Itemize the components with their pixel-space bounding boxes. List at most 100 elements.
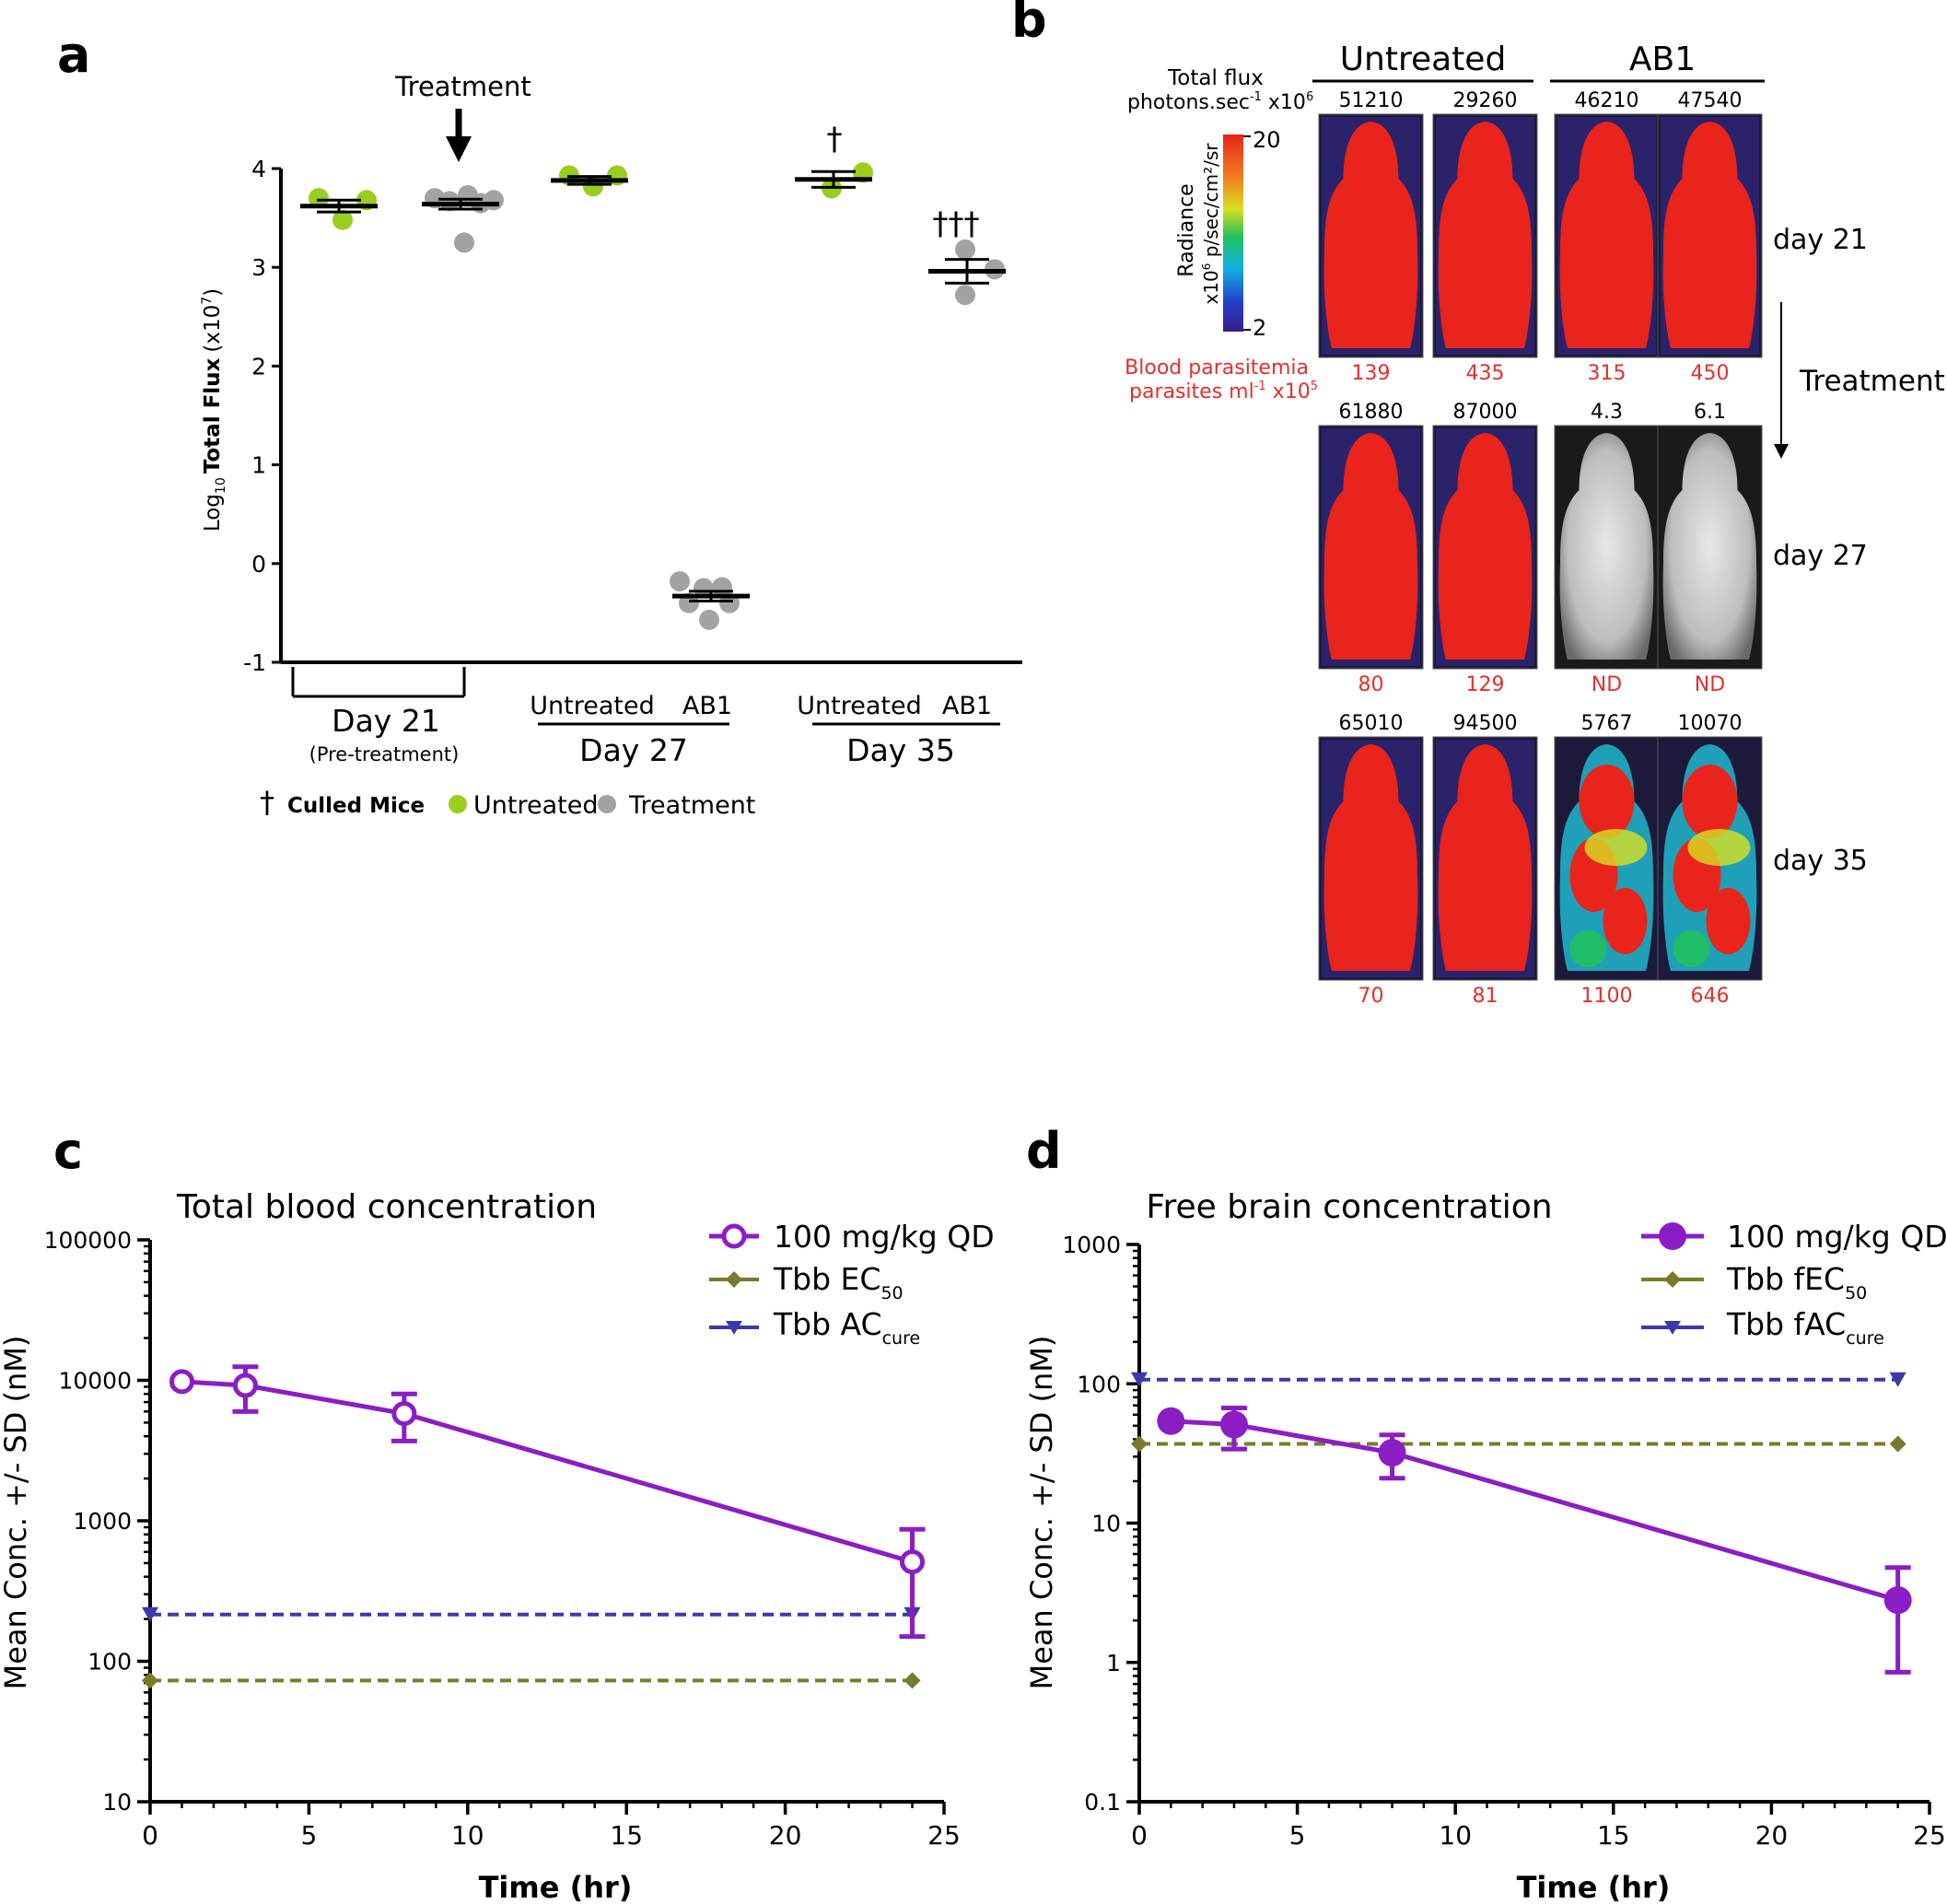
- parasitemia-value: 139: [1352, 362, 1391, 385]
- ec50-marker: [1131, 1435, 1148, 1453]
- panel-a-label: a: [57, 26, 90, 84]
- mouse-signal-saturated: [1662, 122, 1757, 348]
- legend-c-ac: Tbb ACcure: [773, 1306, 920, 1349]
- a-data-point: [484, 190, 504, 211]
- legend-c-main-marker: [721, 1223, 747, 1249]
- flux-value: 51210: [1339, 89, 1404, 112]
- mouse-signal-high: [1579, 765, 1635, 838]
- legend-d-ec-marker: [1664, 1271, 1681, 1288]
- legend-d-ec-text: Tbb fEC: [1726, 1261, 1845, 1297]
- y-tick-label: 100: [1077, 1371, 1121, 1397]
- group-untreated-27: Untreated: [530, 692, 654, 720]
- x-tick-label: 5: [300, 1820, 317, 1851]
- mouse-signal-mid: [1687, 829, 1751, 866]
- flux-value: 87000: [1453, 401, 1518, 424]
- parasitemia-value: 80: [1358, 673, 1384, 696]
- a-data-point: [955, 239, 975, 260]
- flux-value: 4.3: [1591, 401, 1623, 424]
- flux-value: 94500: [1453, 712, 1518, 735]
- radiance-unit-post: p/sec/cm²/sr: [1200, 143, 1222, 263]
- mouse-signal-saturated: [1323, 433, 1418, 660]
- panel-a-axes: -1 0 1 2 3 4: [243, 156, 1022, 676]
- parasitemia-value: 450: [1691, 362, 1730, 385]
- data-point: [1157, 1407, 1185, 1435]
- radiance-unit-exp: 6: [1200, 263, 1213, 271]
- radiance-label: Radiance: [1175, 183, 1198, 276]
- legend-c-ec-sub: 50: [880, 1283, 903, 1303]
- flux-value: 10070: [1678, 712, 1743, 735]
- panel-a-ylabel: Log10 Total Flux (x107): [200, 288, 228, 531]
- x-tick-label: 0: [142, 1820, 158, 1851]
- treatment-arrow-head: [446, 136, 472, 162]
- panel-d-legend: 100 mg/kg QD Tbb fEC50 Tbb fACcure: [1641, 1219, 1947, 1349]
- mouse-grayscale-body: [1662, 433, 1757, 660]
- legend-d-main-marker: [1659, 1222, 1686, 1250]
- total-flux-label: Total flux: [1167, 66, 1264, 90]
- x-tick-label: 25: [927, 1820, 961, 1851]
- y-tick-label: 1000: [73, 1508, 132, 1535]
- accure-marker: [1889, 1372, 1906, 1387]
- flux-value: 65010: [1339, 712, 1404, 735]
- mouse-grayscale-body: [1559, 433, 1654, 660]
- mouse-signal-saturated: [1438, 122, 1533, 348]
- main-series-line: [1171, 1419, 1899, 1603]
- panel-c-label: c: [53, 1122, 83, 1180]
- panel-d-ylabel: Mean Conc. +/- SD (nM): [1024, 1336, 1059, 1690]
- mouse-signal-mid: [1673, 930, 1710, 967]
- parasitemia-value: 129: [1466, 673, 1505, 696]
- ylabel-bold: Total Flux: [201, 357, 225, 473]
- panel-d-xlabel: Time (hr): [1517, 1870, 1671, 1904]
- flux-value: 5767: [1581, 712, 1633, 735]
- panel-d-label: d: [1026, 1122, 1062, 1180]
- parasites-exp: 5: [1311, 380, 1318, 393]
- y-tick-label: 100000: [44, 1227, 132, 1254]
- dagger-day35-untreated: †: [827, 121, 843, 158]
- parasites-mult: x10: [1266, 380, 1311, 403]
- legend-untreated-dot: [449, 795, 467, 813]
- parasitemia-value: 435: [1466, 362, 1505, 385]
- panel-d: Free brain concentration 0.1 1 10 100 1000 0 5…: [1024, 1188, 1947, 1904]
- x-tick-label: 10: [1439, 1820, 1472, 1851]
- y-tick-label: 10000: [58, 1368, 132, 1395]
- ylabel-sub10: 10: [214, 477, 228, 494]
- dagger-day35-ab1: †††: [933, 205, 980, 242]
- a-ytick-label: -1: [243, 649, 266, 676]
- a-ytick-label: 4: [251, 156, 266, 182]
- main-series-line: [181, 1379, 914, 1564]
- mouse-signal-high: [1682, 765, 1738, 838]
- panel-c-xlabel: Time (hr): [479, 1870, 633, 1904]
- data-point: [391, 1401, 417, 1427]
- a-data-point: [694, 578, 714, 599]
- panel-a-points: [300, 162, 1006, 630]
- ylabel-log: Log: [201, 494, 225, 531]
- legend-d-ac: Tbb fACcure: [1726, 1306, 1884, 1349]
- a-ytick-label: 1: [251, 452, 266, 479]
- legend-c-ec-text: Tbb EC: [773, 1261, 880, 1297]
- photons-sup: -1: [1250, 90, 1262, 104]
- flux-value: 61880: [1339, 401, 1404, 424]
- treatment-annotation: Treatment: [394, 71, 531, 102]
- legend-c-ac-sub: cure: [882, 1328, 921, 1349]
- panel-c-legend: 100 mg/kg QD Tbb EC50 Tbb ACcure: [709, 1219, 995, 1349]
- a-data-point: [309, 188, 329, 209]
- legend-treatment: Treatment: [628, 791, 755, 820]
- legend-c-ac-marker: [726, 1321, 742, 1335]
- y-tick-label: 10: [102, 1789, 132, 1816]
- x-tick-label: 15: [1597, 1820, 1630, 1851]
- flux-value: 29260: [1453, 89, 1518, 112]
- day21-label: day 21: [1773, 224, 1868, 256]
- panel-b: Total flux photons.sec-1 x106 Untreated …: [1125, 41, 1945, 1008]
- photons-text: photons.sec: [1127, 91, 1250, 114]
- ec50-marker: [142, 1672, 158, 1689]
- legend-d-ec: Tbb fEC50: [1726, 1261, 1867, 1303]
- scale-min: 2: [1253, 315, 1266, 341]
- radiance-unit-pre: x10: [1200, 270, 1222, 304]
- group-ab1-35: AB1: [942, 692, 992, 720]
- x-tick-label: 5: [1289, 1820, 1306, 1851]
- photons-label: photons.sec-1 x106: [1127, 90, 1313, 114]
- treatment-timeline-arrow: [1774, 444, 1789, 459]
- panel-d-axes: 0.1 1 10 100 1000 0 5 10 15 20 25: [1062, 1232, 1945, 1851]
- ylabel-exp: 7: [200, 297, 215, 305]
